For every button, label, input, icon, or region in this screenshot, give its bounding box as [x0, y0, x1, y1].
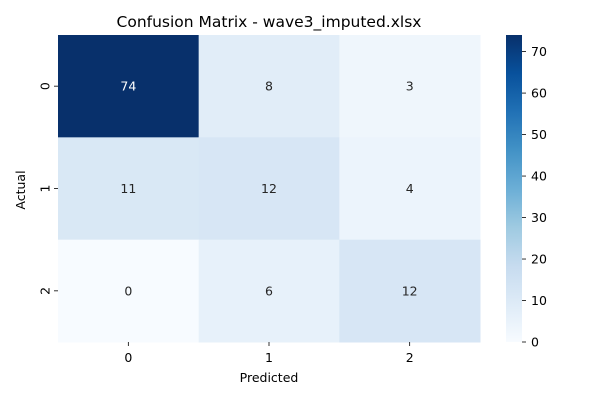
y-tick-label: 0	[38, 82, 53, 90]
heatmap-cell-1-1	[198, 137, 340, 241]
x-tick-label: 0	[124, 350, 132, 365]
colorbar-tick-label: 40	[531, 169, 547, 184]
cell-label-1-1: 12	[261, 181, 277, 196]
y-axis-ticks: 0 1 2	[38, 82, 58, 295]
heatmap-cell-2-2	[339, 239, 481, 343]
cell-label-2-1: 6	[265, 283, 273, 298]
heatmap-cell-2-1	[198, 239, 340, 343]
cell-label-1-2: 4	[406, 181, 414, 196]
x-axis-ticks: 0 1 2	[124, 342, 414, 365]
colorbar-tick-label: 50	[531, 127, 547, 142]
heatmap-cell-0-0	[58, 35, 200, 138]
heatmap-cells	[58, 35, 481, 343]
x-tick-label: 2	[406, 350, 414, 365]
heatmap-cell-1-2	[339, 137, 481, 241]
colorbar-tick-label: 30	[531, 210, 547, 225]
heatmap-cell-0-2	[339, 35, 481, 138]
colorbar-tick-label: 10	[531, 293, 547, 308]
y-axis-label: Actual	[13, 170, 28, 209]
colorbar-ticks: 0 10 20 30 40 50 60 70	[522, 44, 547, 350]
cell-label-2-2: 12	[402, 283, 418, 298]
cell-label-1-0: 11	[120, 181, 136, 196]
colorbar-tick-label: 20	[531, 252, 547, 267]
cell-label-2-0: 0	[124, 283, 132, 298]
chart-title: Confusion Matrix - wave3_imputed.xlsx	[117, 13, 422, 32]
cell-label-0-1: 8	[265, 79, 273, 94]
heatmap-cell-2-0	[58, 239, 200, 343]
colorbar-tick-label: 60	[531, 86, 547, 101]
colorbar-tick-label: 70	[531, 44, 547, 59]
heatmap-cell-1-0	[58, 137, 200, 241]
y-tick-label: 2	[38, 287, 53, 295]
x-axis-label: Predicted	[240, 370, 299, 385]
cell-labels: 74 8 3 11 12 4 0 6 12	[120, 79, 417, 299]
heatmap-cell-0-1	[198, 35, 340, 138]
colorbar	[506, 35, 522, 342]
colorbar-tick-label: 0	[531, 335, 539, 350]
cell-label-0-2: 3	[406, 79, 414, 94]
y-tick-label: 1	[38, 185, 53, 193]
cell-label-0-0: 74	[120, 79, 136, 94]
x-tick-label: 1	[265, 350, 273, 365]
